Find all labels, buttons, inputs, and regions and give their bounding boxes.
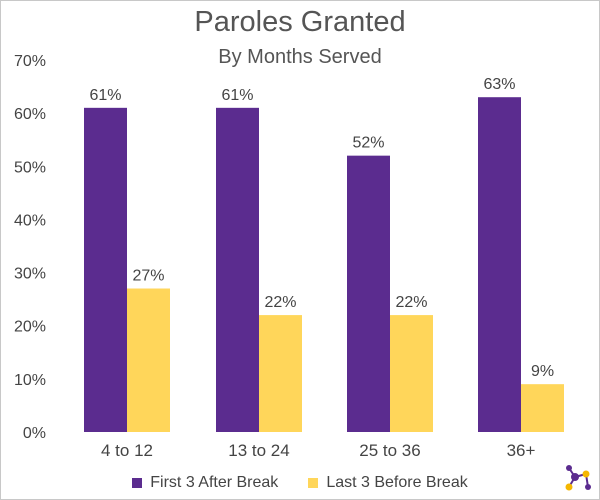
data-label: 27% [132, 268, 164, 285]
bar [84, 107, 127, 432]
y-tick-label: 70% [14, 53, 46, 70]
data-label: 61% [89, 87, 121, 104]
chart-legend: First 3 After Break Last 3 Before Break [0, 474, 600, 492]
bar [521, 384, 564, 432]
y-tick-label: 20% [14, 319, 46, 336]
data-label: 61% [221, 87, 253, 104]
network-dots-icon [565, 465, 591, 491]
bar [478, 97, 521, 432]
legend-item-last: Last 3 Before Break [308, 474, 468, 492]
y-tick-label: 50% [14, 159, 46, 176]
x-category-label: 4 to 12 [101, 441, 153, 460]
data-label: 63% [483, 76, 515, 93]
chart-title: Paroles Granted [194, 6, 406, 38]
x-category-label: 13 to 24 [228, 441, 289, 460]
x-category-label: 36+ [507, 441, 536, 460]
y-tick-label: 10% [14, 372, 46, 389]
y-tick-label: 60% [14, 106, 46, 123]
legend-label-last: Last 3 Before Break [326, 474, 468, 491]
data-label: 9% [531, 363, 554, 380]
legend-label-first: First 3 After Break [150, 474, 279, 491]
data-label: 52% [352, 135, 384, 152]
data-label: 22% [264, 294, 296, 311]
x-category-label: 25 to 36 [359, 441, 420, 460]
bar [390, 315, 433, 432]
chart-subtitle: By Months Served [218, 46, 382, 68]
y-tick-label: 30% [14, 266, 46, 283]
data-label: 22% [395, 294, 427, 311]
y-tick-label: 0% [23, 425, 46, 442]
legend-swatch-first [132, 478, 143, 488]
bar [127, 288, 170, 432]
legend-swatch-last [308, 478, 319, 488]
bar [216, 107, 259, 432]
bar [347, 155, 390, 432]
y-tick-label: 40% [14, 212, 46, 229]
legend-item-first: First 3 After Break [132, 474, 278, 492]
bar [259, 315, 302, 432]
